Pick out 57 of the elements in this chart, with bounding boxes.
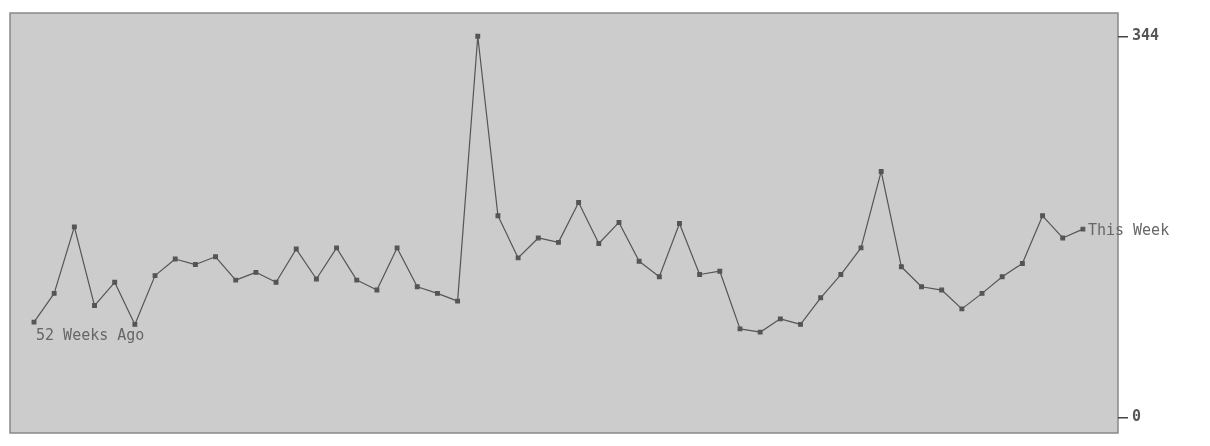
point	[596, 241, 602, 246]
y-tick-label: 0	[1132, 407, 1142, 426]
point	[1040, 213, 1045, 219]
point	[313, 276, 319, 282]
point	[394, 245, 400, 251]
point	[192, 262, 198, 267]
point	[132, 321, 138, 327]
point	[878, 169, 884, 174]
point	[999, 274, 1005, 280]
point	[818, 295, 824, 301]
point	[576, 200, 582, 205]
point	[677, 221, 682, 226]
point	[354, 277, 360, 283]
point	[979, 290, 985, 296]
point	[858, 245, 864, 251]
point	[959, 306, 965, 312]
point	[898, 264, 904, 270]
point	[434, 290, 440, 296]
point	[71, 224, 77, 230]
point	[213, 254, 218, 260]
point	[798, 321, 803, 327]
point	[51, 290, 57, 296]
point	[757, 329, 763, 335]
point	[697, 272, 703, 277]
point	[31, 319, 37, 325]
point	[233, 277, 239, 283]
point	[717, 268, 723, 274]
y-tick-label: 344	[1132, 26, 1160, 45]
point	[939, 287, 945, 293]
point	[172, 256, 178, 262]
point	[556, 239, 561, 245]
point	[1060, 235, 1066, 241]
point	[616, 220, 622, 225]
point	[455, 298, 461, 304]
point	[636, 258, 642, 264]
point	[656, 274, 662, 280]
point	[152, 273, 158, 279]
point	[112, 279, 118, 285]
point	[475, 33, 481, 39]
point	[777, 316, 783, 322]
annotation: 52 Weeks Ago	[36, 325, 145, 344]
point	[374, 287, 380, 293]
point	[414, 284, 420, 290]
point	[1080, 226, 1086, 232]
point	[737, 326, 743, 332]
point	[495, 213, 501, 219]
point	[838, 272, 844, 277]
point	[92, 303, 97, 308]
point	[1019, 261, 1025, 266]
point	[535, 235, 541, 241]
point	[273, 279, 279, 285]
annotation: This Week	[1087, 220, 1170, 239]
point	[293, 246, 299, 252]
point	[334, 245, 340, 251]
point	[253, 269, 259, 275]
point	[515, 255, 521, 261]
point	[919, 284, 924, 290]
